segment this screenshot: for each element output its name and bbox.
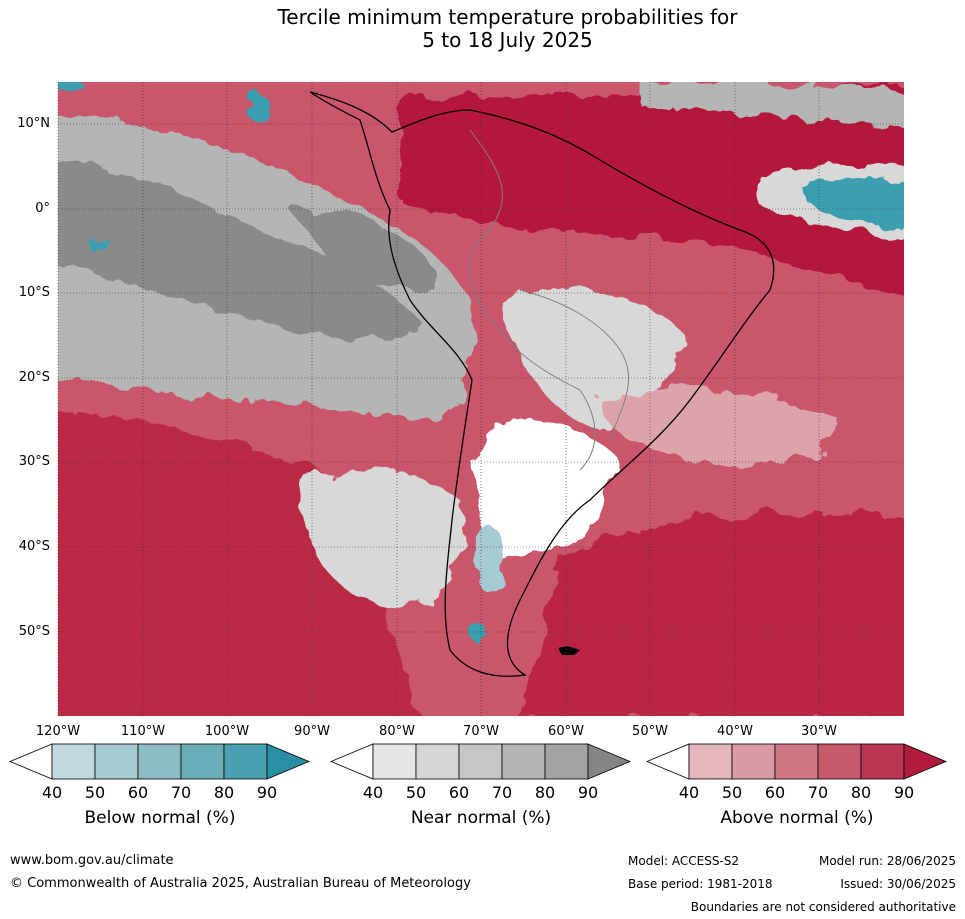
teal-patch-patagonia (476, 526, 504, 594)
legend-above-tick: 90 (893, 783, 915, 802)
legend-near-swatch (415, 743, 460, 780)
legend-above-tick: 50 (721, 783, 743, 802)
legend-near-swatch (372, 743, 417, 780)
lon-label-70w: 70°W (463, 724, 499, 739)
legend-below-normal (8, 743, 311, 780)
legend-near-tick: 50 (405, 783, 427, 802)
lat-label-40s: 40°S (18, 539, 50, 554)
legend-near-swatch (501, 743, 546, 780)
pacific-dark-grey-2 (290, 208, 440, 291)
country-borders (469, 129, 596, 471)
legend-below-tick: 90 (256, 783, 278, 802)
footer-issued: Issued: 30/06/2025 (840, 877, 956, 891)
legend-below-tick: 40 (41, 783, 63, 802)
legend-title-below: Below normal (%) (84, 808, 236, 828)
south-pacific-grey (300, 469, 463, 610)
legend-near-tick: 40 (362, 783, 384, 802)
legend-below-tick: 70 (170, 783, 192, 802)
legend-below-tick: 60 (127, 783, 149, 802)
footer-model: Model: ACCESS-S2 (628, 854, 740, 868)
legend-below-swatch (94, 743, 139, 780)
title-line-2: 5 to 18 July 2025 (422, 28, 593, 52)
lon-label-80w: 80°W (379, 724, 415, 739)
legend-title-near: Near normal (%) (410, 808, 552, 828)
probability-map (57, 82, 904, 716)
legend-above-swatch (817, 743, 862, 780)
legend-near-swatch (458, 743, 503, 780)
lon-label-50w: 50°W (632, 724, 668, 739)
lon-label-90w: 90°W (294, 724, 330, 739)
legend-above-swatch (774, 743, 819, 780)
legend-below-swatch (223, 743, 268, 780)
legend-above-swatch (860, 743, 905, 780)
legend-above-swatch (688, 743, 733, 780)
lat-label-50s: 50°S (18, 624, 50, 639)
legend-near-tick: 60 (448, 783, 470, 802)
legend-below-swatch (180, 743, 225, 780)
atlantic-teal-patch (800, 177, 904, 228)
falkland-islands (558, 646, 580, 655)
lon-label-110w: 110°W (120, 724, 166, 739)
legend-near-swatch (544, 743, 589, 780)
legend-above-arrow-high (903, 743, 948, 780)
footer-website: www.bom.gov.au/climate (10, 853, 174, 868)
title-line-1: Tercile minimum temperature probabilitie… (277, 5, 738, 29)
south-atlantic-light (600, 389, 840, 464)
legend-near-tick: 80 (534, 783, 556, 802)
country-borders-2 (519, 289, 629, 441)
lat-label-30s: 30°S (18, 454, 50, 469)
teal-patch-1 (246, 94, 270, 122)
coastline (309, 91, 775, 677)
map-field (58, 82, 904, 716)
legend-below-arrow-low (8, 743, 53, 780)
footer-disclaimer: Boundaries are not considered authoritat… (690, 900, 956, 914)
lon-label-60w: 60°W (548, 724, 584, 739)
legend-below-tick: 80 (213, 783, 235, 802)
lon-label-100w: 100°W (204, 724, 250, 739)
legend-title-above: Above normal (%) (720, 808, 874, 828)
legend-near-tick: 70 (491, 783, 513, 802)
pacific-dark-grey (58, 161, 420, 339)
footer-base-period: Base period: 1981-2018 (628, 877, 773, 891)
legend-above-tick: 80 (850, 783, 872, 802)
footer-model-run: Model run: 28/06/2025 (818, 854, 956, 868)
lon-label-120w: 120°W (35, 724, 81, 739)
legend-below-swatch (51, 743, 96, 780)
teal-patch-2 (58, 82, 86, 94)
map-title: Tercile minimum temperature probabilitie… (0, 6, 965, 52)
lon-label-40w: 40°W (717, 724, 753, 739)
footer-copyright: © Commonwealth of Australia 2025, Austra… (10, 876, 471, 891)
legend-below-swatch (137, 743, 182, 780)
graticule (57, 82, 904, 716)
lat-label-0: 0° (35, 201, 50, 216)
lon-label-30w: 30°W (801, 724, 837, 739)
legend-near-arrow-high (587, 743, 632, 780)
lat-label-10s: 10°S (18, 285, 50, 300)
legend-above-tick: 60 (764, 783, 786, 802)
legend-above-tick: 70 (807, 783, 829, 802)
legend-below-arrow-high (266, 743, 311, 780)
legend-near-tick: 90 (577, 783, 599, 802)
lat-label-10n: 10°N (17, 116, 50, 131)
caribbean-grey (640, 82, 904, 129)
south-atlantic-red (521, 512, 904, 716)
legend-above-arrow-low (645, 743, 690, 780)
legend-above-swatch (731, 743, 776, 780)
teal-patch-3 (86, 240, 114, 250)
pampas-white (474, 420, 620, 560)
legend-below-tick: 50 (84, 783, 106, 802)
legend-above-normal (645, 743, 948, 780)
legend-near-normal (329, 743, 632, 780)
legend-above-tick: 40 (678, 783, 700, 802)
legend-near-arrow-low (329, 743, 374, 780)
lat-label-20s: 20°S (18, 370, 50, 385)
